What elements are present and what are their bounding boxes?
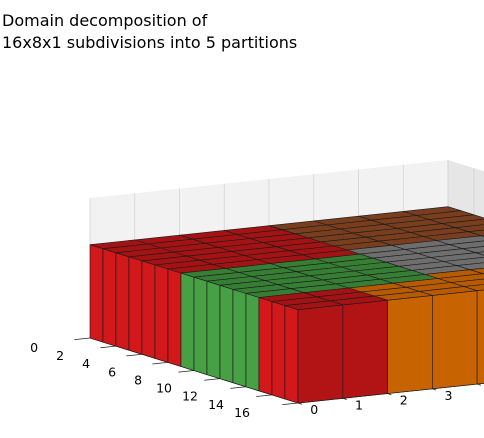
bar-front-face — [154, 264, 169, 363]
x-tick-mark — [100, 345, 117, 349]
bar-front-face — [258, 297, 273, 396]
x-tick-label: 8 — [134, 372, 142, 387]
bar-front-face — [115, 252, 130, 351]
x-tick-mark — [230, 386, 247, 389]
x-tick-label: 4 — [82, 356, 90, 371]
bar-front-face — [180, 272, 195, 371]
x-tick-label: 14 — [208, 397, 224, 412]
x-tick-label: 10 — [156, 381, 172, 396]
y-tick-mark — [297, 402, 303, 405]
bar — [284, 300, 344, 404]
y-tick-label: 3 — [445, 388, 453, 403]
x-tick-mark — [256, 394, 273, 397]
x-tick-mark — [282, 402, 299, 406]
bar-side-face — [387, 295, 433, 394]
bar-front-face — [102, 248, 117, 347]
x-tick-mark — [204, 378, 221, 381]
y-tick-mark — [387, 393, 392, 396]
bar-front-face — [167, 268, 182, 367]
y-tick-mark — [342, 397, 347, 400]
x-tick-label: 2 — [56, 348, 64, 363]
bar-front-face — [128, 256, 143, 355]
bar-side-face — [431, 290, 478, 390]
bar-front-face — [232, 289, 247, 388]
y-tick-mark — [476, 383, 482, 386]
title-line-1: Domain decomposition of — [2, 11, 208, 30]
tick-labels: 024681012141601234567801 — [30, 337, 482, 420]
bar-front-face — [284, 305, 299, 404]
x-tick-mark — [126, 353, 143, 357]
bar-top-face — [284, 300, 344, 311]
x-tick-label: 6 — [108, 364, 116, 379]
bar-side-face — [476, 289, 484, 385]
x-tick-mark — [178, 370, 195, 373]
bar-front-face — [271, 301, 286, 400]
x-tick-mark — [152, 361, 169, 365]
y-tick-label: 2 — [400, 393, 408, 408]
y-tick-label: 1 — [355, 397, 363, 412]
bars — [89, 206, 484, 404]
bar-side-face — [342, 299, 388, 399]
title-line-2: 16x8x1 subdivisions into 5 partitions — [2, 33, 298, 52]
bar-front-face — [245, 293, 260, 392]
bar-side-face — [297, 304, 344, 404]
bar-front-face — [89, 244, 104, 343]
bar-front-face — [193, 276, 208, 375]
y-tick-label: 0 — [310, 402, 318, 417]
y-tick-mark — [432, 388, 437, 391]
x-tick-label: 0 — [30, 340, 38, 355]
x-tick-label: 12 — [182, 389, 198, 404]
chart-title: Domain decomposition of 16x8x1 subdivisi… — [2, 10, 297, 54]
bar-front-face — [141, 260, 156, 359]
bar-front-face — [219, 284, 234, 384]
bar-front-face — [206, 280, 221, 379]
x-tick-label: 16 — [234, 405, 250, 420]
x-tick-mark — [74, 337, 91, 341]
